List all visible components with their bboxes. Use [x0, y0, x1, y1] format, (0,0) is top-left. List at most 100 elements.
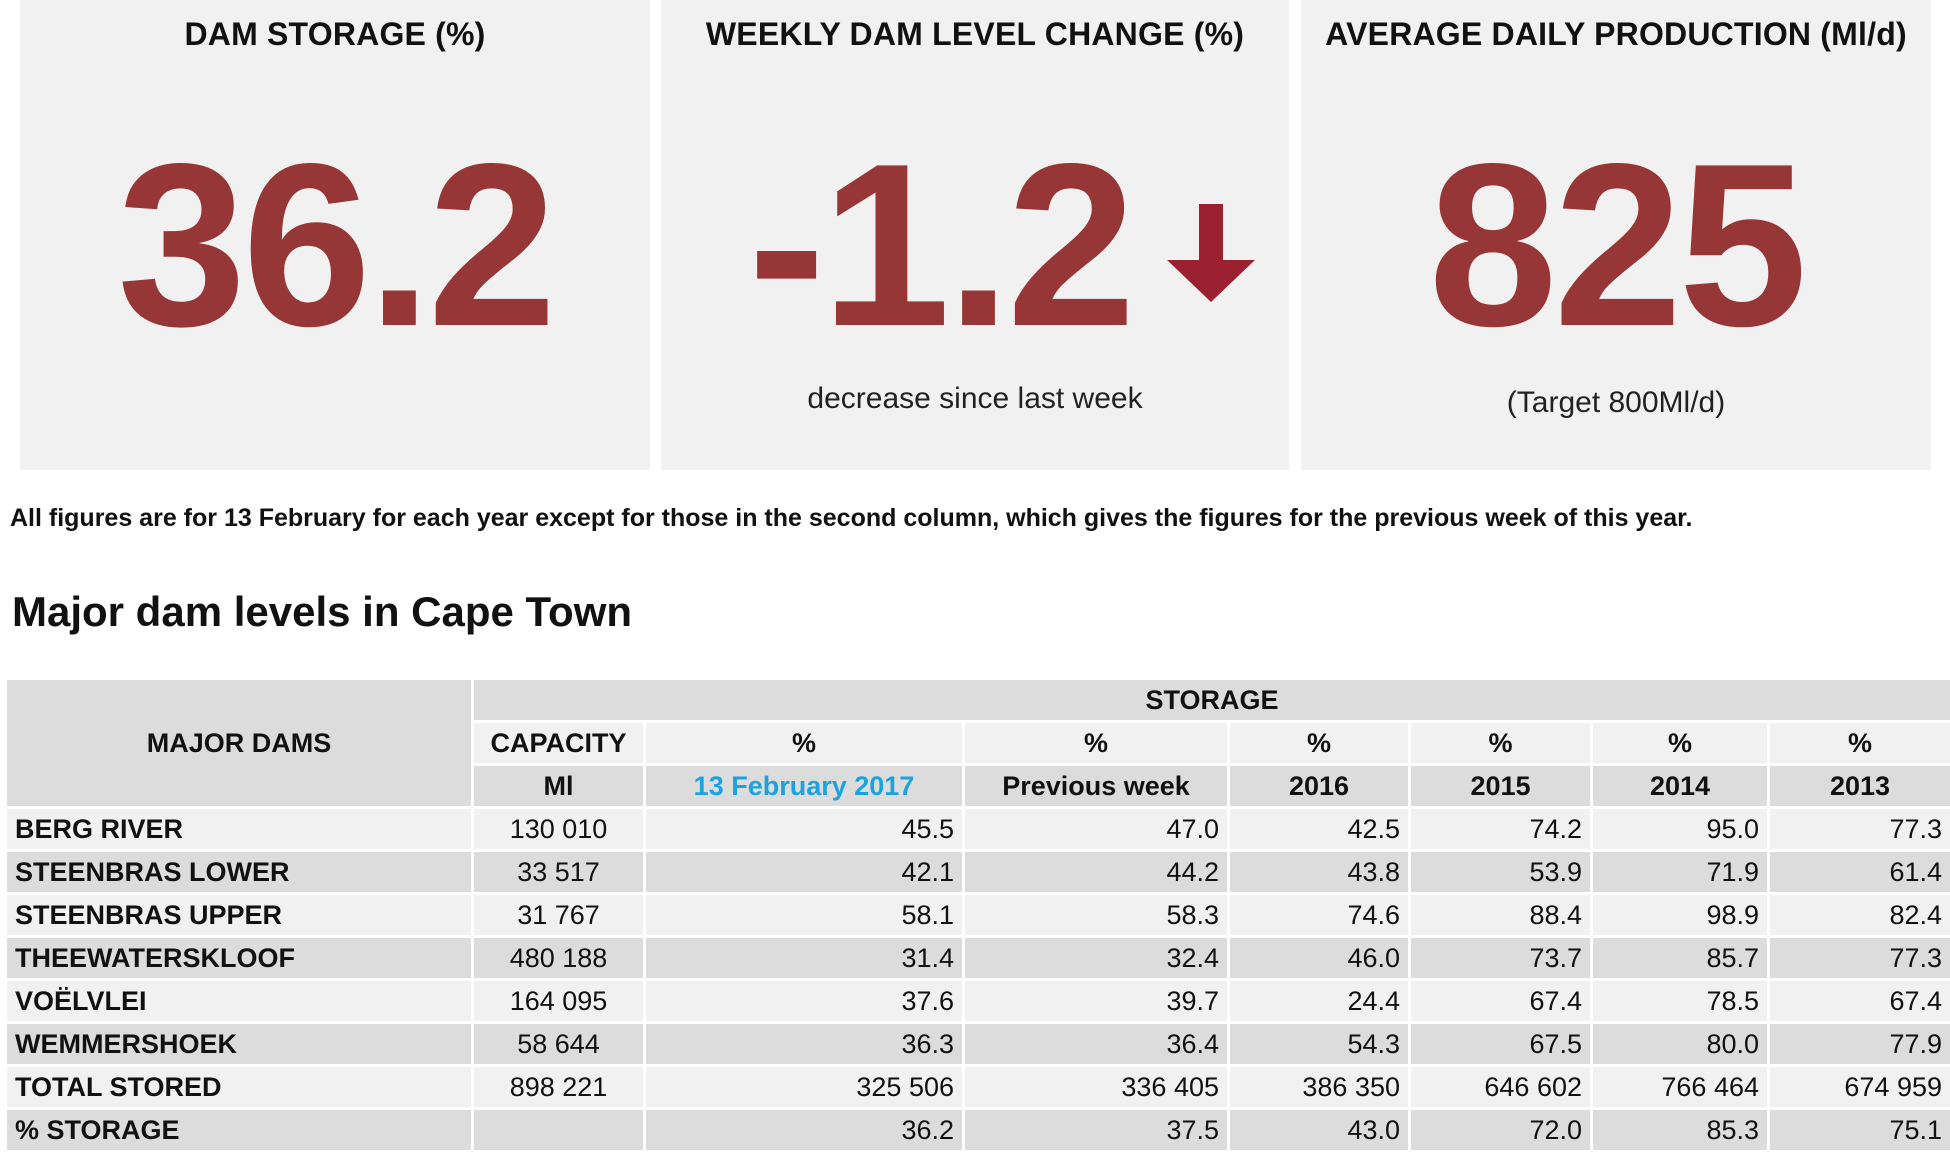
storage-cell: 766 464 [1590, 1064, 1770, 1110]
storage-cell: 72.0 [1408, 1107, 1593, 1153]
storage-cell: 46.0 [1227, 935, 1411, 981]
arrow-down-icon [1167, 204, 1255, 302]
storage-cell: 58.3 [962, 892, 1230, 938]
storage-cell: 47.0 [962, 806, 1230, 852]
storage-cell: 74.2 [1408, 806, 1593, 852]
storage-cell: 67.5 [1408, 1021, 1593, 1067]
storage-cell: 674 959 [1767, 1064, 1950, 1110]
dam-name: STEENBRAS LOWER [4, 849, 474, 895]
dam-name: BERG RIVER [4, 806, 474, 852]
storage-cell: 95.0 [1590, 806, 1770, 852]
column-header: % [962, 720, 1230, 766]
storage-cell: 44.2 [962, 849, 1230, 895]
capacity-cell: 898 221 [471, 1064, 646, 1110]
daily-production-value: 825 [1428, 116, 1807, 375]
capacity-cell: 31 767 [471, 892, 646, 938]
storage-cell: 43.8 [1227, 849, 1411, 895]
table-row: STEENBRAS LOWER 33 517 42.1 44.2 43.8 53.9 71.… [4, 849, 1950, 895]
storage-cell: 77.3 [1767, 935, 1950, 981]
storage-cell: 31.4 [643, 935, 965, 981]
section-heading: Major dam levels in Cape Town [12, 588, 633, 635]
storage-cell: 32.4 [962, 935, 1230, 981]
storage-cell: 36.4 [962, 1021, 1230, 1067]
column-subheader: Ml [471, 763, 646, 809]
card-title: DAM STORAGE (%) [184, 16, 486, 52]
dam-name: STEENBRAS UPPER [4, 892, 474, 938]
storage-cell: 39.7 [962, 978, 1230, 1024]
current-date-header: 13 February 2017 [643, 763, 965, 809]
column-header: % [1767, 720, 1950, 766]
production-target: (Target 800Ml/d) [1506, 386, 1726, 419]
storage-cell: 58.1 [643, 892, 965, 938]
capacity-cell: 33 517 [471, 849, 646, 895]
column-subheader: 2013 [1767, 763, 1950, 809]
table-row: TOTAL STORED 898 221 325 506 336 405 386 350… [4, 1064, 1950, 1110]
storage-cell: 37.5 [962, 1107, 1230, 1153]
capacity-cell: 58 644 [471, 1021, 646, 1067]
storage-cell: 36.3 [643, 1021, 965, 1067]
column-header: % [1227, 720, 1411, 766]
storage-cell: 43.0 [1227, 1107, 1411, 1153]
storage-cell: 80.0 [1590, 1021, 1770, 1067]
table-row: STEENBRAS UPPER 31 767 58.1 58.3 74.6 88.4 98.… [4, 892, 1950, 938]
storage-cell: 82.4 [1767, 892, 1950, 938]
storage-cell: 85.3 [1590, 1107, 1770, 1153]
storage-cell: 53.9 [1408, 849, 1593, 895]
table-row: % STORAGE 36.2 37.5 43.0 72.0 85.3 75.1 [4, 1107, 1950, 1153]
storage-cell: 85.7 [1590, 935, 1770, 981]
dam-name: VOËLVLEI [4, 978, 474, 1024]
weekly-change-subtitle: decrease since last week [807, 382, 1143, 415]
dam-levels-table: MAJOR DAMS STORAGE CAPACITY % % % % % % … [4, 677, 1950, 1153]
dam-name: THEEWATERSKLOOF [4, 935, 474, 981]
storage-cell: 75.1 [1767, 1107, 1950, 1153]
kpi-cards: DAM STORAGE (%) 36.2 WEEKLY DAM LEVEL CH… [0, 0, 1950, 470]
storage-cell: 73.7 [1408, 935, 1593, 981]
storage-cell: 88.4 [1408, 892, 1593, 938]
capacity-cell: 480 188 [471, 935, 646, 981]
storage-cell: 61.4 [1767, 849, 1950, 895]
weekly-change-card: WEEKLY DAM LEVEL CHANGE (%) -1.2 decreas… [661, 0, 1289, 470]
capacity-cell [471, 1107, 646, 1153]
storage-cell: 67.4 [1767, 978, 1950, 1024]
daily-production-card: AVERAGE DAILY PRODUCTION (Ml/d) 825 (Tar… [1301, 0, 1931, 470]
storage-header: STORAGE [471, 677, 1950, 723]
figures-note: All figures are for 13 February for each… [10, 504, 1693, 532]
storage-cell: 77.3 [1767, 806, 1950, 852]
storage-cell: 77.9 [1767, 1021, 1950, 1067]
card-title: AVERAGE DAILY PRODUCTION (Ml/d) [1325, 16, 1907, 52]
column-subheader: Previous week [962, 763, 1230, 809]
column-subheader: 2016 [1227, 763, 1411, 809]
storage-cell: 54.3 [1227, 1021, 1411, 1067]
dam-storage-value: 36.2 [117, 116, 557, 375]
dam-name: TOTAL STORED [4, 1064, 474, 1110]
storage-cell: 336 405 [962, 1064, 1230, 1110]
storage-cell: 78.5 [1590, 978, 1770, 1024]
card-title: WEEKLY DAM LEVEL CHANGE (%) [705, 16, 1245, 52]
column-header: % [1590, 720, 1770, 766]
table-row: WEMMERSHOEK 58 644 36.3 36.4 54.3 67.5 80.0 77.… [4, 1021, 1950, 1067]
table-row: VOËLVLEI 164 095 37.6 39.7 24.4 67.4 78.5 67.4 [4, 978, 1950, 1024]
storage-cell: 386 350 [1227, 1064, 1411, 1110]
storage-cell: 45.5 [643, 806, 965, 852]
capacity-cell: 164 095 [471, 978, 646, 1024]
storage-cell: 98.9 [1590, 892, 1770, 938]
table-row: BERG RIVER 130 010 45.5 47.0 42.5 74.2 95.0 77.… [4, 806, 1950, 852]
column-header: % [643, 720, 965, 766]
storage-cell: 36.2 [643, 1107, 965, 1153]
major-dams-header: MAJOR DAMS [4, 677, 474, 809]
storage-cell: 37.6 [643, 978, 965, 1024]
column-header: % [1408, 720, 1593, 766]
column-header: CAPACITY [471, 720, 646, 766]
storage-cell: 325 506 [643, 1064, 965, 1110]
storage-cell: 24.4 [1227, 978, 1411, 1024]
storage-cell: 71.9 [1590, 849, 1770, 895]
table-row: THEEWATERSKLOOF 480 188 31.4 32.4 46.0 73.7 85… [4, 935, 1950, 981]
dam-storage-card: DAM STORAGE (%) 36.2 [20, 0, 650, 470]
storage-cell: 67.4 [1408, 978, 1593, 1024]
column-subheader: 2014 [1590, 763, 1770, 809]
storage-cell: 74.6 [1227, 892, 1411, 938]
dam-name: % STORAGE [4, 1107, 474, 1153]
storage-cell: 42.1 [643, 849, 965, 895]
column-subheader: 2015 [1408, 763, 1593, 809]
storage-cell: 42.5 [1227, 806, 1411, 852]
